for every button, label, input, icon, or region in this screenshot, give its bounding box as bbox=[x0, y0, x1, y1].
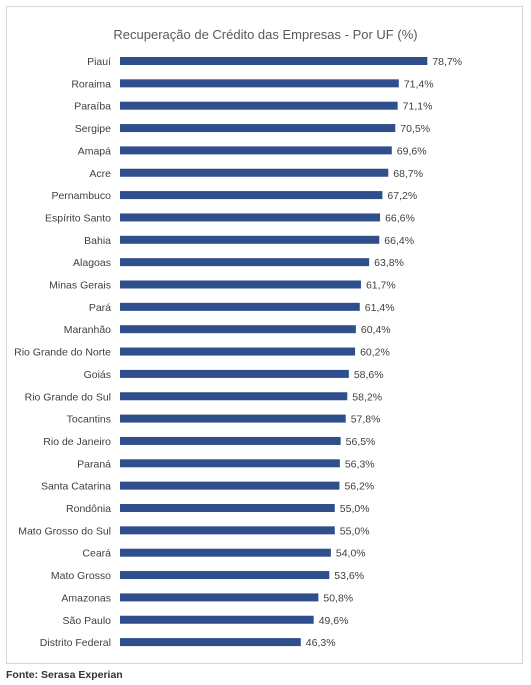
bar bbox=[120, 146, 392, 155]
bar bbox=[120, 325, 356, 334]
category-label: Paraná bbox=[77, 458, 111, 470]
category-label: Ceará bbox=[82, 548, 111, 560]
category-label: Rondônia bbox=[66, 503, 111, 515]
value-label: 60,4% bbox=[361, 324, 391, 336]
value-label: 78,7% bbox=[432, 56, 462, 68]
value-label: 56,5% bbox=[346, 436, 376, 448]
bar bbox=[120, 168, 389, 177]
bar bbox=[120, 302, 360, 311]
value-label: 61,4% bbox=[365, 302, 395, 314]
bar bbox=[120, 79, 399, 88]
value-label: 56,2% bbox=[344, 481, 374, 493]
bar bbox=[120, 258, 370, 267]
bar bbox=[120, 548, 331, 557]
category-label: Rio Grande do Sul bbox=[25, 391, 111, 403]
category-label: Bahia bbox=[84, 235, 111, 247]
category-label: Paraíba bbox=[74, 101, 111, 113]
value-label: 58,2% bbox=[352, 391, 382, 403]
value-label: 55,0% bbox=[340, 503, 370, 515]
value-label: 55,0% bbox=[340, 525, 370, 537]
bar bbox=[120, 191, 383, 200]
bar bbox=[120, 235, 380, 244]
category-label: São Paulo bbox=[63, 615, 112, 627]
category-label: Tocantins bbox=[67, 414, 111, 426]
bar bbox=[120, 414, 346, 423]
category-label: Distrito Federal bbox=[40, 637, 111, 649]
bar bbox=[120, 481, 340, 490]
category-label: Roraima bbox=[71, 78, 111, 90]
bar bbox=[120, 369, 349, 378]
value-label: 69,6% bbox=[397, 145, 427, 157]
value-label: 58,6% bbox=[354, 369, 384, 381]
category-label: Alagoas bbox=[73, 257, 111, 269]
value-label: 71,1% bbox=[403, 101, 433, 113]
bar bbox=[120, 347, 356, 356]
bar bbox=[120, 526, 335, 535]
value-label: 60,2% bbox=[360, 347, 390, 359]
category-label: Maranhão bbox=[64, 324, 111, 336]
value-label: 66,6% bbox=[385, 212, 415, 224]
value-label: 54,0% bbox=[336, 548, 366, 560]
bar bbox=[120, 57, 428, 65]
value-label: 50,8% bbox=[323, 592, 353, 604]
bar bbox=[120, 213, 381, 222]
category-label: Goiás bbox=[84, 369, 111, 381]
category-label: Mato Grosso do Sul bbox=[18, 525, 111, 537]
bar bbox=[120, 392, 348, 401]
value-label: 70,5% bbox=[400, 123, 430, 135]
value-label: 57,8% bbox=[351, 414, 381, 426]
value-label: 61,7% bbox=[366, 280, 396, 292]
bar bbox=[120, 593, 319, 602]
category-label: Rio de Janeiro bbox=[43, 436, 111, 448]
bar bbox=[120, 280, 361, 289]
bar bbox=[120, 638, 301, 647]
value-label: 56,3% bbox=[345, 458, 375, 470]
category-label: Pará bbox=[89, 302, 111, 314]
category-label: Amazonas bbox=[61, 592, 111, 604]
bar bbox=[120, 124, 396, 133]
category-label: Minas Gerais bbox=[49, 280, 111, 292]
bar bbox=[120, 101, 398, 110]
value-label: 68,7% bbox=[393, 168, 423, 180]
value-label: 53,6% bbox=[334, 570, 364, 582]
value-label: 67,2% bbox=[387, 190, 417, 202]
category-label: Acre bbox=[89, 168, 111, 180]
category-label: Pernambuco bbox=[51, 190, 111, 202]
value-label: 63,8% bbox=[374, 257, 404, 269]
category-label: Espírito Santo bbox=[45, 212, 111, 224]
value-label: 71,4% bbox=[404, 78, 434, 90]
category-label: Piauí bbox=[87, 56, 111, 68]
category-label: Amapá bbox=[78, 145, 111, 157]
bar bbox=[120, 571, 330, 580]
value-label: 66,4% bbox=[384, 235, 414, 247]
bar bbox=[120, 504, 335, 512]
category-label: Mato Grosso bbox=[51, 570, 111, 582]
category-label: Sergipe bbox=[75, 123, 111, 135]
value-label: 49,6% bbox=[319, 615, 349, 627]
bar bbox=[120, 459, 340, 468]
bar bbox=[120, 436, 341, 445]
value-label: 46,3% bbox=[306, 637, 336, 649]
source-note: Fonte: Serasa Experian bbox=[6, 669, 123, 681]
chart-title: Recuperação de Crédito das Empresas - Po… bbox=[113, 27, 418, 42]
category-label: Santa Catarina bbox=[41, 481, 111, 493]
category-label: Rio Grande do Norte bbox=[14, 347, 111, 359]
bar bbox=[120, 615, 314, 624]
